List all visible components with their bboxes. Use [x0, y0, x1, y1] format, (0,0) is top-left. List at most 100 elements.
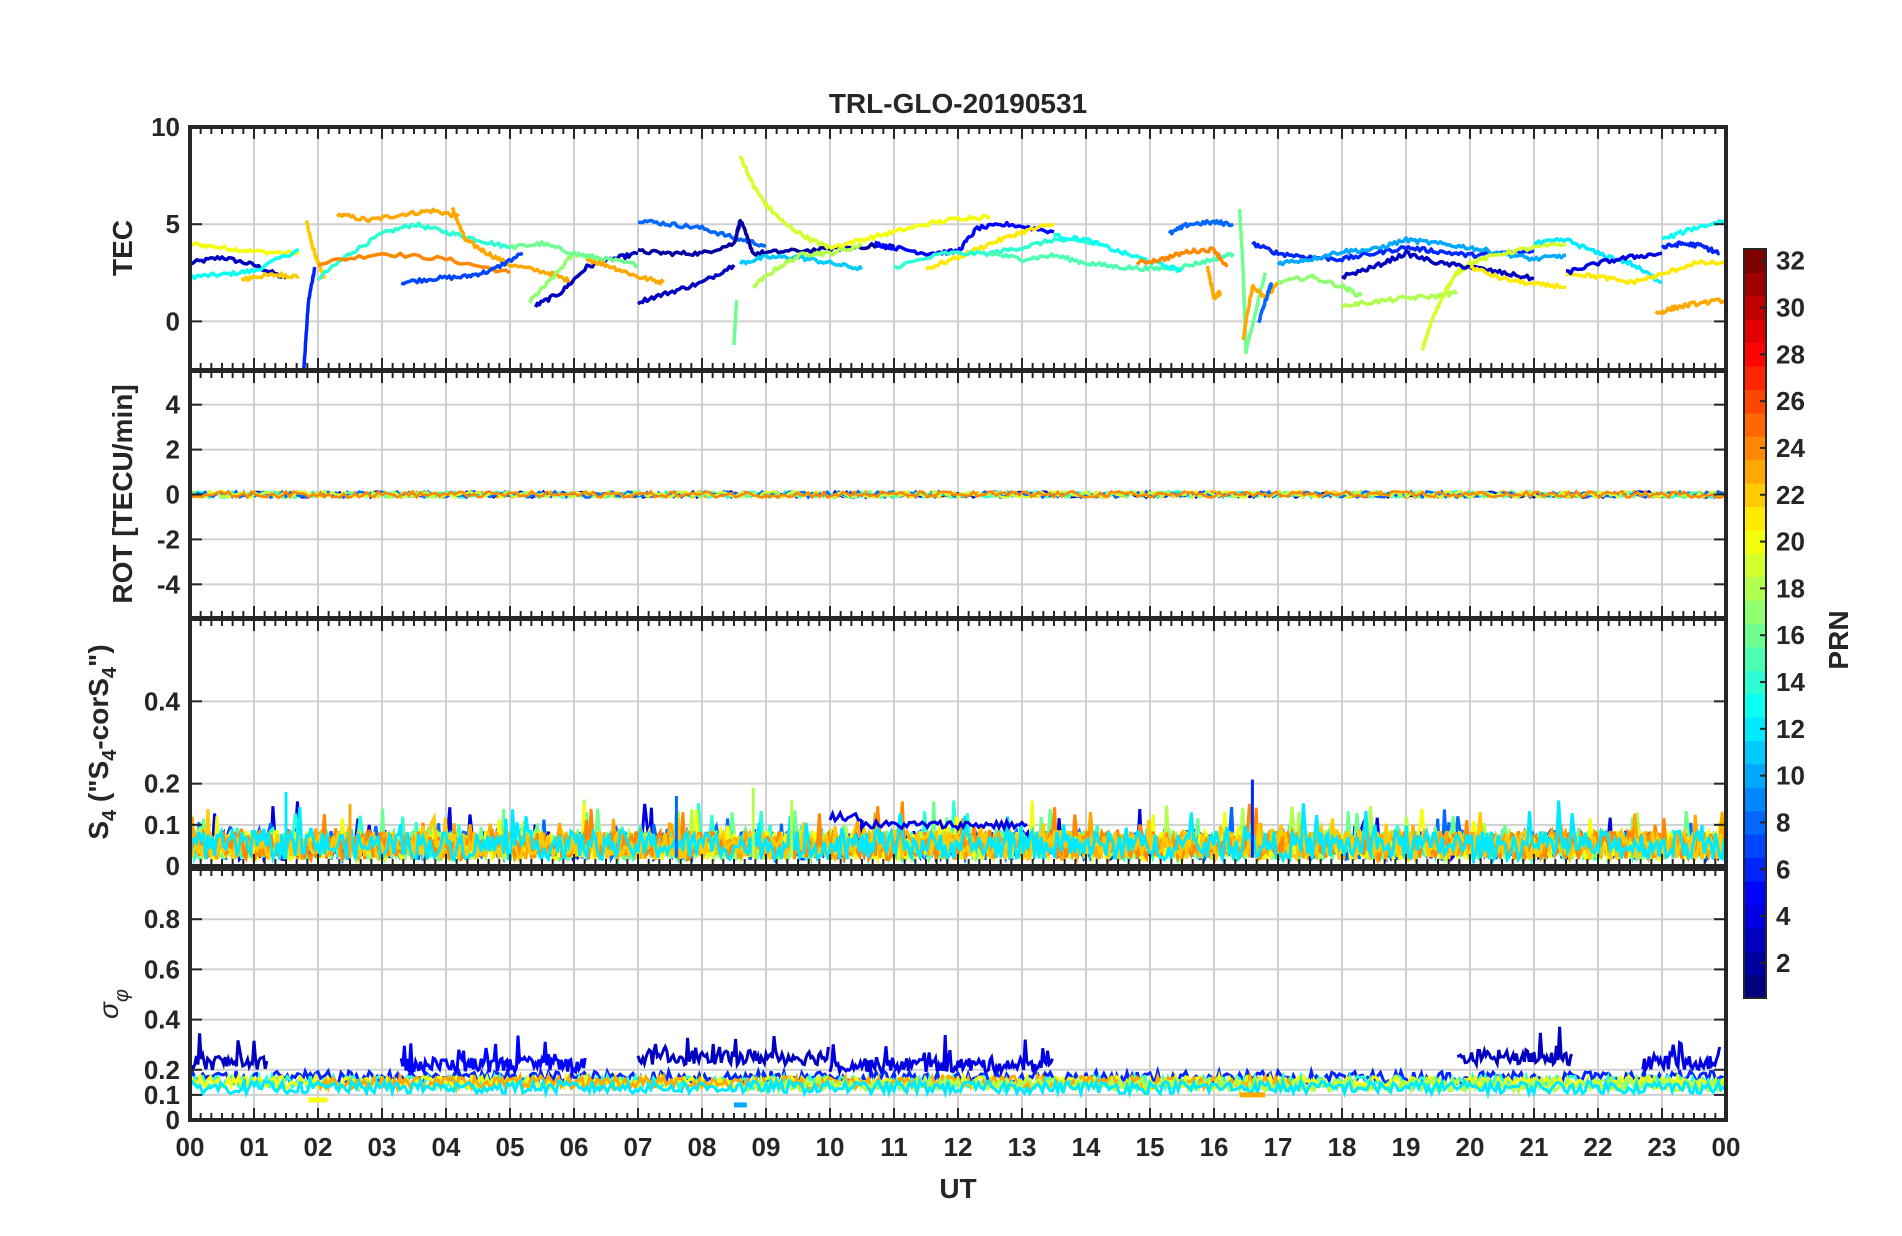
tec-series-prn-24 — [1135, 246, 1229, 268]
tec-series-prn-14 — [893, 237, 1099, 270]
sig-ytick-label: 0.8 — [144, 904, 180, 934]
x-tick-label: 05 — [496, 1132, 525, 1162]
tec-series-prn-17 — [1276, 273, 1363, 298]
sig-ytick-label: 0.1 — [144, 1080, 180, 1110]
colorbar-tick-label: 10 — [1776, 761, 1805, 791]
colorbar-swatch — [1744, 974, 1766, 999]
tec-series-prn-21 — [1469, 264, 1567, 290]
colorbar-tick-label: 32 — [1776, 246, 1805, 276]
x-tick-label: 01 — [240, 1132, 269, 1162]
tec-series-prn-23 — [1205, 265, 1223, 301]
tec-ytick-label: 5 — [166, 209, 180, 239]
colorbar-swatch — [1744, 857, 1766, 882]
colorbar-swatch — [1744, 342, 1766, 367]
x-tick-label: 07 — [624, 1132, 653, 1162]
x-tick-label: 04 — [432, 1132, 461, 1162]
sig-ytick-label: 0 — [166, 1105, 180, 1135]
tec-series-prn-23 — [1654, 297, 1726, 316]
tec-series-prn-20 — [190, 241, 299, 257]
colorbar-swatch — [1744, 389, 1766, 414]
colorbar-label: PRN — [1823, 610, 1854, 669]
tec-series-prn-23 — [335, 207, 461, 223]
colorbar-swatch — [1744, 319, 1766, 344]
x-tick-label: 13 — [1008, 1132, 1037, 1162]
tec-series-prn-11 — [738, 253, 864, 272]
colorbar-tick-label: 22 — [1776, 480, 1805, 510]
chart-title: TRL-GLO-20190531 — [829, 88, 1087, 119]
colorbar-swatch — [1744, 412, 1766, 437]
tec-ylabel: TEC — [107, 220, 138, 276]
s4-series-prn-4-band — [828, 809, 1028, 833]
rot-ytick-label: 4 — [166, 390, 181, 420]
sigma-series-prn-3-burst — [636, 1035, 830, 1070]
tec-series-prn-21 — [925, 222, 1055, 271]
tec-series-prn-6 — [302, 266, 317, 370]
tec-series-prn-3 — [637, 264, 736, 306]
x-tick-label: 16 — [1200, 1132, 1229, 1162]
colorbar-swatch — [1744, 483, 1766, 507]
tec-series-prn-13 — [1053, 232, 1183, 274]
colorbar-swatch — [1744, 787, 1766, 812]
tec-series-prn-16 — [1237, 209, 1267, 355]
tec-series-prn-22 — [304, 220, 327, 280]
colorbar-tick-label: 4 — [1776, 901, 1791, 931]
colorbar-swatch — [1744, 834, 1766, 859]
x-axis-label: UT — [939, 1173, 976, 1204]
x-tick-label: 02 — [304, 1132, 333, 1162]
sigma-series-layer — [190, 1026, 1726, 1108]
s4-ylabel: S4 ("S4-corS4") — [83, 644, 121, 839]
colorbar-swatch — [1744, 366, 1766, 390]
tec-series-layer — [190, 155, 1726, 370]
colorbar-swatch — [1744, 553, 1766, 578]
x-tick-label: 21 — [1520, 1132, 1549, 1162]
colorbar-swatch — [1744, 763, 1766, 788]
tec-ytick-label: 0 — [166, 306, 180, 336]
colorbar-swatch — [1744, 623, 1766, 648]
colorbar-tick-label: 18 — [1776, 573, 1805, 603]
sigma-series-prn-3-burst — [1456, 1026, 1574, 1070]
x-tick-label: 11 — [880, 1132, 908, 1162]
tec-series-prn-8 — [638, 218, 767, 248]
colorbar-frame — [1743, 248, 1767, 999]
x-tick-label: 03 — [368, 1132, 397, 1162]
tec-series-prn-3 — [534, 250, 639, 308]
colorbar-tick-label: 28 — [1776, 339, 1805, 369]
sigma-series-prn-3-burst — [190, 1033, 269, 1072]
colorbar-tick-label: 2 — [1776, 948, 1790, 978]
colorbar-swatch — [1744, 249, 1766, 273]
colorbar-swatch — [1744, 459, 1766, 484]
colorbar-swatch — [1744, 904, 1766, 929]
sig-ytick-label: 0.4 — [144, 1005, 181, 1035]
colorbar-swatch — [1744, 880, 1766, 905]
tec-series-prn-7 — [400, 251, 524, 286]
colorbar-tick-label: 24 — [1776, 433, 1805, 463]
tec-series-prn-17 — [528, 250, 607, 304]
sigma-ylabel: σφ — [93, 989, 133, 1019]
tec-series-prn-22 — [240, 271, 300, 282]
tec-series-prn-23 — [450, 206, 575, 285]
colorbar-swatch — [1744, 740, 1766, 765]
rot-ytick-label: -2 — [157, 524, 180, 554]
s4-ytick-label: 0.2 — [144, 769, 180, 799]
colorbar-swatch — [1744, 927, 1766, 952]
x-tick-label: 22 — [1584, 1132, 1613, 1162]
colorbar-swatch — [1744, 810, 1766, 835]
colorbar-swatch — [1744, 295, 1766, 320]
tec-series-prn-19 — [1420, 241, 1567, 351]
colorbar-swatch — [1744, 646, 1766, 671]
sigma-series-prn-4-burst — [828, 1035, 1054, 1078]
x-tick-label: 12 — [944, 1132, 973, 1162]
rot-ytick-label: 2 — [166, 435, 180, 465]
x-tick-label: 15 — [1136, 1132, 1165, 1162]
colorbar-swatch — [1744, 529, 1766, 554]
tec-series-prn-16 — [732, 300, 739, 345]
colorbar-tick-label: 16 — [1776, 620, 1805, 650]
x-tick-label: 09 — [752, 1132, 781, 1162]
colorbar-swatch — [1744, 272, 1766, 297]
colorbar-swatch — [1744, 506, 1766, 531]
tec-series-prn-4 — [1565, 251, 1663, 276]
colorbar-tick-label: 14 — [1776, 667, 1805, 697]
tec-series-prn-3 — [1340, 249, 1535, 282]
s4-series-prn-22 — [190, 809, 1726, 865]
